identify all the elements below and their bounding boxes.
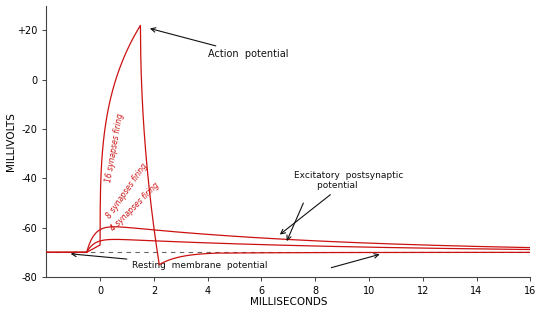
Text: 8 synapses firing: 8 synapses firing (105, 162, 150, 220)
Text: 4 synapses firing: 4 synapses firing (109, 180, 161, 233)
X-axis label: MILLISECONDS: MILLISECONDS (249, 297, 327, 307)
Text: 16 synapses firing: 16 synapses firing (105, 113, 125, 183)
Text: Excitatory  postsynaptic
        potential: Excitatory postsynaptic potential (281, 171, 403, 234)
Text: Resting  membrane  potential: Resting membrane potential (72, 252, 268, 270)
Y-axis label: MILLIVOLTS: MILLIVOLTS (5, 112, 16, 171)
Text: Action  potential: Action potential (151, 28, 288, 59)
